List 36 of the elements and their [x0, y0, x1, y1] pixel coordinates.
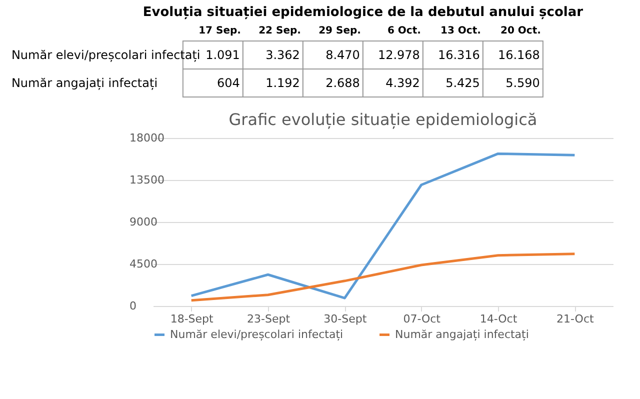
data-label: 1.091 [206, 48, 240, 62]
data-label: 16.168 [498, 48, 540, 62]
legend-label: Număr angajați infectați [395, 328, 529, 341]
x-tick-label: 18-Sept [170, 312, 214, 326]
data-label: 16.316 [438, 48, 480, 62]
y-tick-label: 4500 [130, 258, 158, 270]
x-tick-label: 07-Oct [403, 312, 442, 326]
chart-title: Evoluția situației epidemiologice de la debutul anului școlar [142, 5, 584, 20]
legend-label: Număr elevi/preșcolari infectați [170, 328, 344, 341]
data-label: 8.470 [326, 48, 360, 62]
y-tick-label: Număr angajați infectați [11, 76, 158, 90]
data-label: 5.590 [506, 76, 540, 90]
line-series [190, 152, 576, 300]
x-tick-label: 23-Sept [246, 312, 291, 326]
data-label: 1.192 [266, 76, 300, 90]
x-tick-label: 14-Oct [480, 312, 518, 326]
x-tick-label: 13 Oct. [440, 26, 481, 36]
x-tick-label: 22 Sep. [258, 26, 301, 36]
x-tick-label: 21-Oct [556, 312, 594, 326]
y-tick-label: 13500 [130, 174, 164, 186]
data-label: 12.978 [378, 48, 420, 62]
x-tick-label: 30-Sept [324, 312, 368, 326]
x-tick-label: 20 Oct. [500, 26, 541, 36]
data-label: 604 [217, 76, 240, 90]
data-label: 3.362 [266, 48, 300, 62]
x-tick-label: 29 Sep. [318, 26, 361, 36]
y-tick-label: 0 [130, 300, 136, 312]
y-tick-label: 18000 [130, 132, 164, 144]
line-series [190, 252, 576, 302]
data-label: 5.425 [446, 76, 480, 90]
y-tick-label: 9000 [130, 216, 158, 228]
x-tick-label: 6 Oct. [387, 26, 421, 36]
data-label: 4.392 [386, 76, 420, 90]
chart-title: Grafic evoluție situație epidemiologică [228, 110, 538, 129]
x-tick-label: 17 Sep. [198, 26, 241, 36]
data-label: 2.688 [326, 76, 360, 90]
